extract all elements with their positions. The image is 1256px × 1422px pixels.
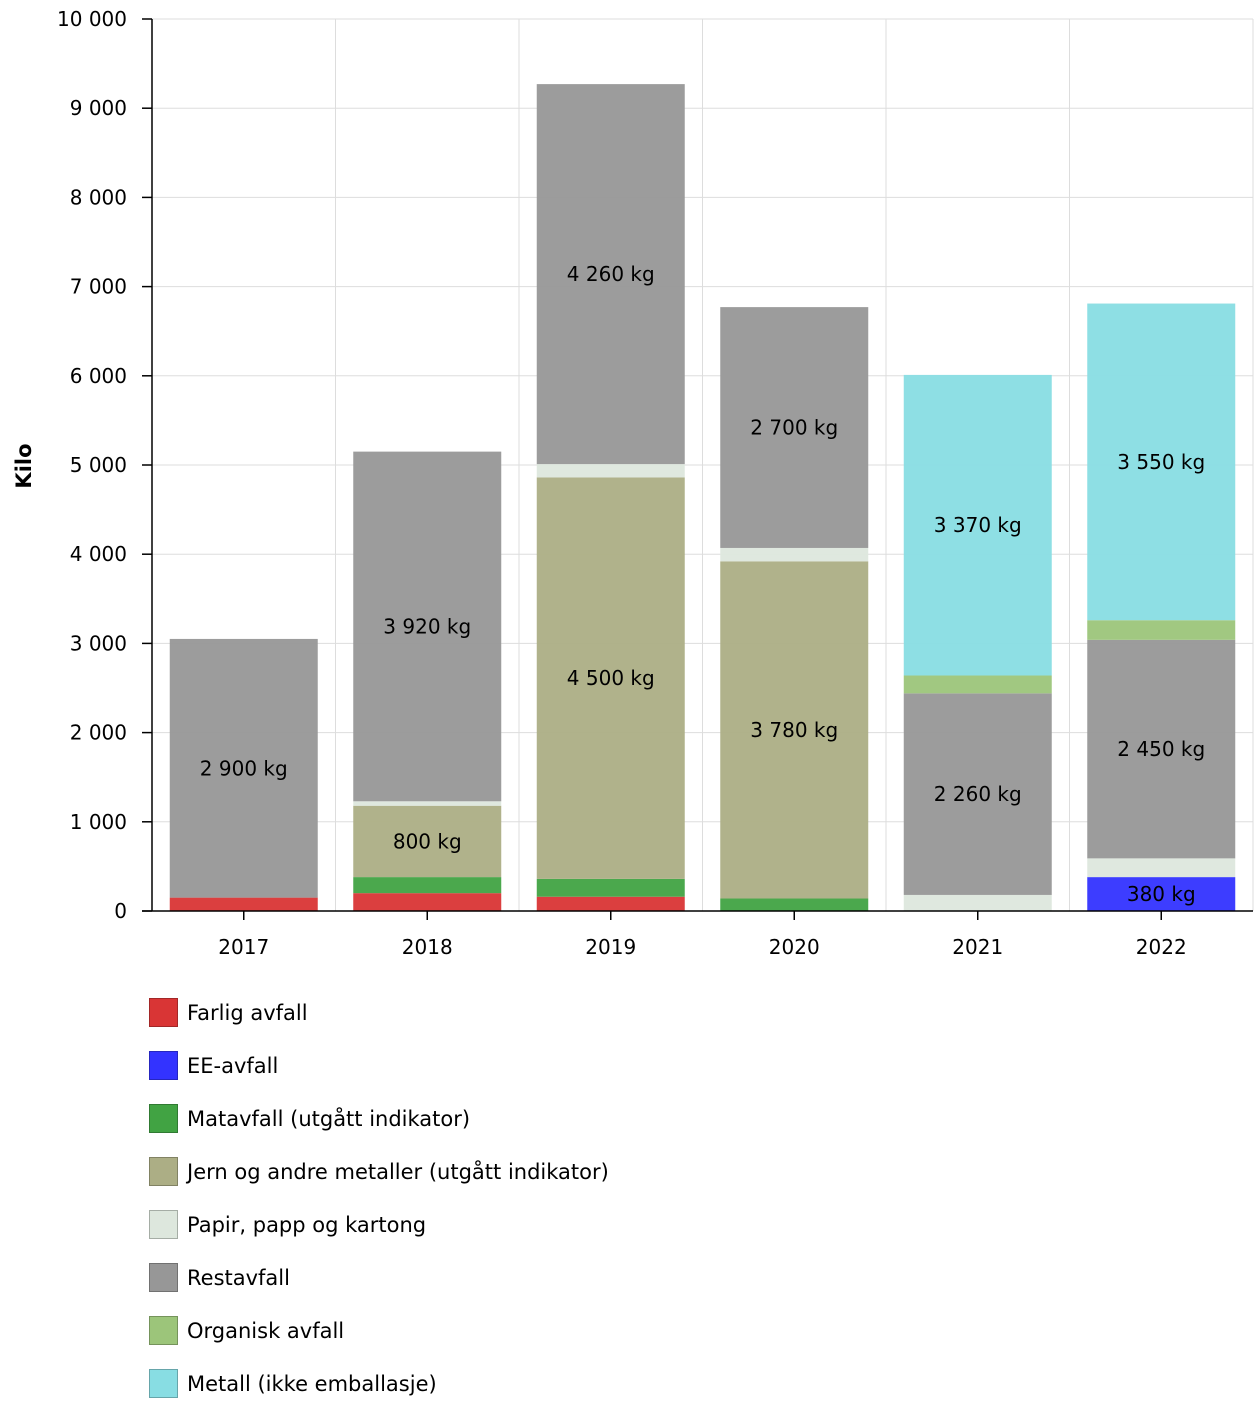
y-axis-title: Kilo (12, 443, 36, 488)
legend-swatch (149, 1316, 178, 1345)
bar-segment (1087, 620, 1235, 640)
bar-segment (537, 879, 685, 897)
bar-value-label: 2 700 kg (750, 416, 838, 440)
y-tick-label: 2 000 (70, 721, 127, 745)
bar-segment (353, 893, 501, 911)
y-tick-label: 5 000 (70, 453, 127, 477)
legend-swatch (149, 1051, 178, 1080)
legend-swatch (149, 1210, 178, 1239)
bar-segment (537, 464, 685, 477)
bar-value-label: 800 kg (393, 829, 462, 853)
x-tick-label: 2018 (402, 935, 453, 959)
y-tick-label: 6 000 (70, 364, 127, 388)
bar-value-label: 2 260 kg (934, 782, 1022, 806)
legend-label: Metall (ikke emballasje) (187, 1369, 437, 1400)
bar-segment (1087, 858, 1235, 877)
legend-swatch (149, 998, 178, 1027)
legend-label: EE-avfall (187, 1051, 278, 1082)
bar-value-label: 3 370 kg (934, 513, 1022, 537)
legend-swatch (149, 1157, 178, 1186)
y-tick-label: 8 000 (70, 185, 127, 209)
y-tick-label: 1 000 (70, 810, 127, 834)
bar-segment (537, 897, 685, 911)
bar-value-label: 2 450 kg (1117, 737, 1205, 761)
y-tick-label: 9 000 (70, 96, 127, 120)
bar-segment (170, 898, 318, 911)
bar-segment (720, 899, 868, 911)
bar-value-label: 3 920 kg (383, 614, 471, 638)
y-tick-label: 10 000 (57, 7, 127, 31)
legend-item[interactable]: EE-avfall (149, 1051, 609, 1104)
legend-item[interactable]: Jern og andre metaller (utgått indikator… (149, 1157, 609, 1210)
bar-value-label: 2 900 kg (200, 756, 288, 780)
bar-segment (904, 676, 1052, 694)
bar-value-label: 380 kg (1127, 882, 1196, 906)
legend: Farlig avfall EE-avfall Matavfall (utgått … (149, 998, 609, 1422)
bar-value-label: 3 780 kg (750, 718, 838, 742)
bar-segment (353, 801, 501, 805)
legend-swatch (149, 1369, 178, 1398)
bar-value-label: 3 550 kg (1117, 450, 1205, 474)
legend-swatch (149, 1104, 178, 1133)
legend-label: Organisk avfall (187, 1316, 344, 1347)
bar-value-label: 4 260 kg (567, 262, 655, 286)
legend-swatch (149, 1263, 178, 1292)
y-tick-label: 3 000 (70, 631, 127, 655)
legend-label: Farlig avfall (187, 998, 308, 1029)
bar-value-label: 4 500 kg (567, 666, 655, 690)
bar-segment (904, 895, 1052, 911)
legend-item[interactable]: Metall (ikke emballasje) (149, 1369, 609, 1422)
legend-item[interactable]: Farlig avfall (149, 998, 609, 1051)
x-tick-label: 2020 (769, 935, 820, 959)
legend-item[interactable]: Organisk avfall (149, 1316, 609, 1369)
x-tick-label: 2017 (218, 935, 269, 959)
x-tick-label: 2022 (1136, 935, 1187, 959)
x-tick-label: 2021 (952, 935, 1003, 959)
legend-label: Jern og andre metaller (utgått indikator… (187, 1157, 609, 1188)
legend-label: Restavfall (187, 1263, 290, 1294)
legend-label: Matavfall (utgått indikator) (187, 1104, 470, 1135)
bar-segment (353, 877, 501, 893)
x-tick-label: 2019 (585, 935, 636, 959)
legend-label: Papir, papp og kartong (187, 1210, 426, 1241)
y-tick-label: 7 000 (70, 275, 127, 299)
legend-item[interactable]: Matavfall (utgått indikator) (149, 1104, 609, 1157)
y-tick-label: 0 (114, 899, 127, 923)
legend-item[interactable]: Papir, papp og kartong (149, 1210, 609, 1263)
bar-segment (720, 548, 868, 561)
stacked-bar-chart: 2 900 kg 800 kg 3 920 kg 4 500 kg 4 260 kg 3 … (0, 0, 1256, 985)
legend-item[interactable]: Restavfall (149, 1263, 609, 1316)
y-tick-label: 4 000 (70, 542, 127, 566)
